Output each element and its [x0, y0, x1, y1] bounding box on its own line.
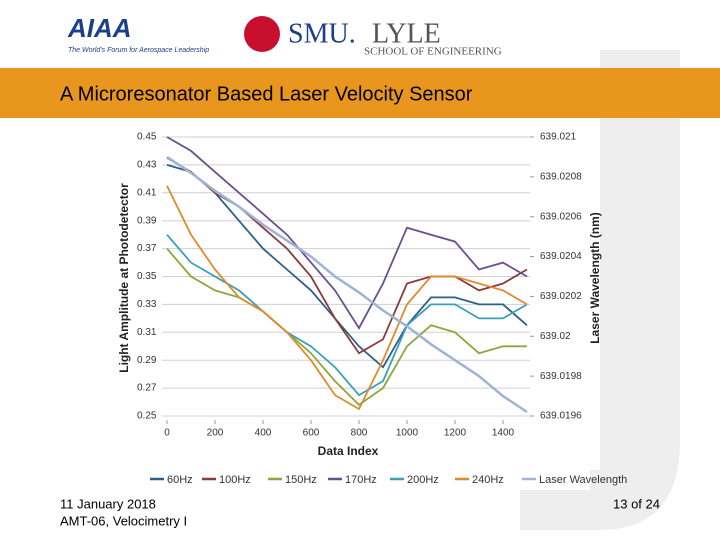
y2-axis-label: Laser Wavelength (nm) — [588, 212, 602, 344]
y-tick-label: 0.25 — [137, 411, 157, 422]
x-tick-label: 1400 — [492, 428, 515, 439]
x-tick-label: 600 — [303, 428, 320, 439]
legend-label: 150Hz — [285, 474, 317, 486]
y-tick-label: 0.37 — [137, 243, 157, 254]
x-tick-label: 800 — [351, 428, 368, 439]
series-line — [166, 155, 528, 414]
y2-tick-label: 639.02 — [540, 331, 571, 342]
slide-title: A Microresonator Based Laser Velocity Se… — [60, 83, 473, 105]
x-tick-label: 1200 — [444, 428, 467, 439]
y2-tick-label: 639.0206 — [540, 211, 582, 222]
y-tick-label: 0.33 — [137, 299, 157, 310]
legend-label: 200Hz — [407, 474, 439, 486]
legend-label: 240Hz — [472, 474, 504, 486]
y-tick-label: 0.31 — [137, 327, 157, 338]
x-axis-label: Data Index — [318, 444, 379, 458]
lyle-logo: LYLE — [372, 18, 441, 49]
decor-shape — [520, 50, 680, 530]
series-line — [166, 136, 528, 330]
footer-date: 11 January 2018 — [60, 496, 156, 511]
y-tick-label: 0.35 — [137, 271, 157, 282]
y2-tick-label: 639.0208 — [540, 171, 582, 182]
footer-page: 13 of 24 — [613, 496, 660, 511]
x-tick-label: 1000 — [396, 428, 419, 439]
y-tick-label: 0.45 — [137, 132, 157, 143]
y-tick-label: 0.39 — [137, 215, 157, 226]
legend-label: 100Hz — [219, 474, 251, 486]
aiaa-tagline: The World's Forum for Aerospace Leadersh… — [68, 47, 209, 54]
footer-session: AMT-06, Velocimetry I — [60, 513, 187, 528]
y-axis-label: Light Amplitude at Photodetector — [117, 183, 131, 373]
legend-label: 60Hz — [167, 474, 193, 486]
chart-area — [112, 125, 590, 490]
legend-label: Laser Wavelength — [539, 474, 627, 486]
y2-tick-label: 639.0202 — [540, 291, 582, 302]
series-line — [166, 185, 528, 411]
x-tick-label: 400 — [255, 428, 272, 439]
y2-tick-label: 639.0198 — [540, 371, 582, 382]
series-line — [166, 248, 527, 406]
y2-tick-label: 639.0196 — [540, 411, 582, 422]
y-tick-label: 0.27 — [137, 383, 157, 394]
y2-tick-label: 639.021 — [540, 132, 577, 143]
y-tick-label: 0.41 — [137, 187, 157, 198]
y2-tick-label: 639.0204 — [540, 251, 582, 262]
aiaa-logo: AIAA — [67, 13, 132, 43]
smu-logo: SMU. — [288, 18, 356, 49]
smu-seal — [244, 16, 280, 52]
x-tick-label: 0 — [164, 428, 170, 439]
series-line — [166, 164, 528, 369]
legend-label: 170Hz — [345, 474, 377, 486]
lyle-subtitle: SCHOOL OF ENGINEERING — [364, 46, 502, 58]
y-tick-label: 0.29 — [137, 355, 157, 366]
y-tick-label: 0.43 — [137, 160, 157, 171]
title-band — [0, 68, 720, 118]
x-tick-label: 200 — [207, 428, 224, 439]
